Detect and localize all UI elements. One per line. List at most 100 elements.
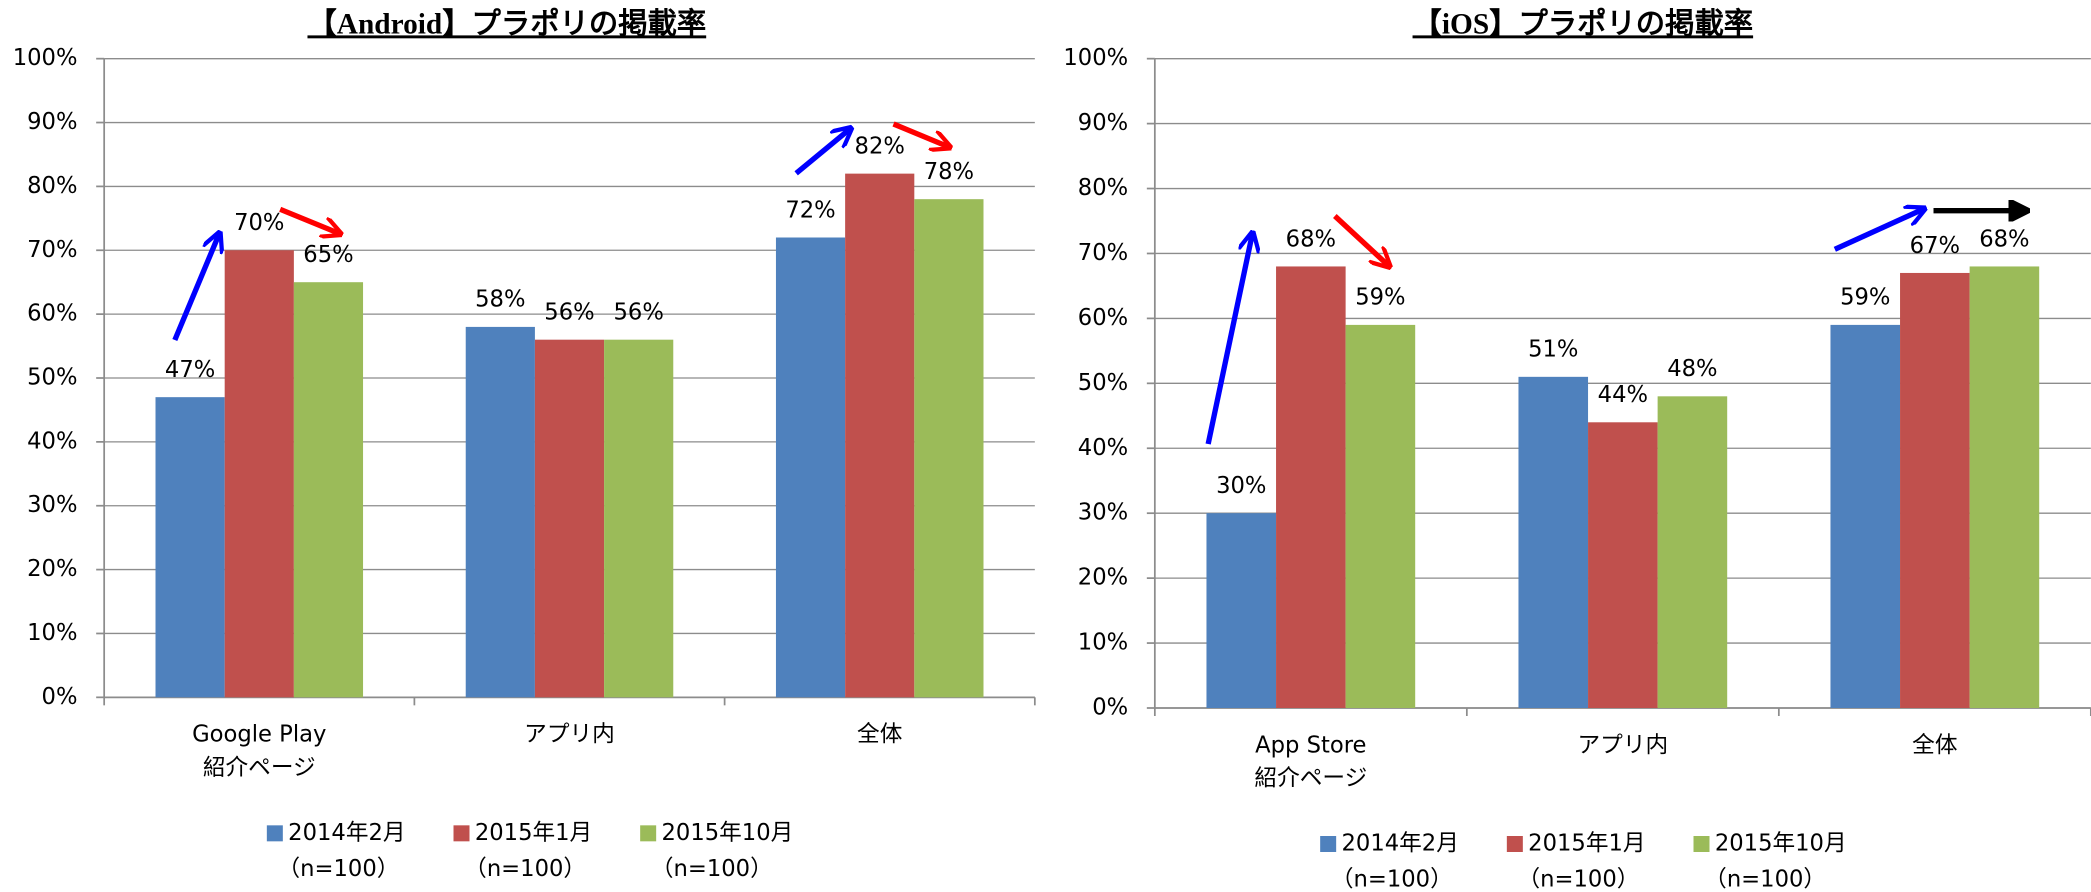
x-tick-line: 全体 — [857, 721, 903, 747]
bar — [1657, 396, 1728, 708]
value-label: 82% — [855, 133, 905, 159]
x-tick-label: 全体 — [857, 721, 903, 747]
y-tick-label: 80% — [1078, 175, 1128, 201]
value-label: 67% — [1910, 233, 1960, 259]
x-tick-line: 全体 — [1912, 732, 1958, 758]
y-tick-label: 0% — [42, 684, 78, 710]
legend-note: （n=100） — [278, 856, 400, 882]
chart-title: 【iOS】プラポリの掲載率 — [1413, 7, 1754, 40]
value-label: 48% — [1667, 356, 1717, 382]
y-tick-label: 50% — [27, 365, 77, 391]
y-tick-label: 40% — [1078, 435, 1128, 461]
bar — [1900, 272, 1970, 708]
value-label: 70% — [234, 210, 284, 236]
x-tick-label: アプリ内 — [524, 721, 615, 747]
legend-label: 2014年2月 — [1342, 831, 1459, 857]
y-tick-label: 70% — [27, 237, 77, 263]
y-tick-label: 100% — [1063, 45, 1128, 71]
legend-note: （n=100） — [1518, 867, 1640, 892]
legend-swatch — [266, 825, 283, 842]
value-label: 59% — [1355, 285, 1405, 311]
plots: 【Android】プラポリの掲載率 0% 10% 20% 30% 40% 50% 60% 70%… — [13, 7, 2091, 892]
arrow — [892, 121, 949, 147]
y-tick-label: 100% — [13, 45, 78, 71]
legend-note: （n=100） — [651, 856, 773, 882]
trend-arrows — [172, 121, 2026, 445]
y-tick-label: 20% — [27, 556, 77, 582]
x-tick-line: Google Play — [192, 721, 326, 747]
bar — [1518, 376, 1589, 708]
legend-swatch — [640, 825, 657, 842]
value-label: 56% — [544, 300, 594, 326]
y-tick-label: 90% — [27, 109, 77, 135]
x-tick-line: App Store — [1255, 732, 1366, 758]
arrow — [1205, 235, 1252, 445]
y-tick-label: 60% — [27, 301, 77, 327]
bar — [1276, 266, 1346, 708]
bar — [845, 173, 915, 698]
y-tick-label: 30% — [27, 492, 77, 518]
y-tick-label: 90% — [1078, 110, 1128, 136]
bar — [1588, 422, 1658, 708]
y-tick-label: 30% — [1078, 500, 1128, 526]
bar — [224, 250, 294, 698]
legend-label: 2015年10月 — [1715, 831, 1847, 857]
y-tick-label: 20% — [1078, 565, 1128, 591]
bar — [293, 282, 364, 698]
bar — [604, 339, 674, 698]
value-label: 44% — [1598, 382, 1648, 408]
bar — [465, 326, 535, 698]
value-label: 65% — [303, 242, 353, 268]
x-tick-line: アプリ内 — [1578, 732, 1669, 758]
value-label: 72% — [785, 197, 835, 223]
legend-note: （n=100） — [1331, 867, 1453, 892]
value-label: 78% — [924, 159, 974, 185]
bar — [1830, 324, 1901, 708]
arrow — [794, 129, 849, 176]
legend-label: 2015年1月 — [475, 820, 592, 846]
x-tick-line: アプリ内 — [524, 721, 615, 747]
legend-label: 2015年1月 — [1528, 831, 1645, 857]
x-tick-label: 全体 — [1912, 732, 1958, 758]
value-label: 47% — [165, 357, 215, 383]
legend-label: 2014年2月 — [288, 820, 405, 846]
value-label: 68% — [1979, 226, 2029, 252]
y-tick-label: 10% — [27, 620, 77, 646]
bar — [534, 339, 605, 698]
chart-title: 【Android】プラポリの掲載率 — [307, 7, 706, 40]
x-tick-line: 紹介ページ — [203, 755, 316, 781]
value-label: 58% — [475, 287, 525, 313]
y-tick-label: 60% — [1078, 305, 1128, 331]
legend-swatch — [453, 825, 470, 842]
y-tick-label: 80% — [27, 173, 77, 199]
y-tick-label: 70% — [1078, 240, 1128, 266]
legend-swatch — [1693, 836, 1710, 852]
x-tick-label: Google Play 紹介ページ — [192, 721, 326, 780]
value-label: 59% — [1840, 285, 1890, 311]
y-tick-label: 10% — [1078, 630, 1128, 656]
x-tick-line: 紹介ページ — [1254, 765, 1367, 791]
legend-note: （n=100） — [1704, 867, 1826, 892]
value-label: 56% — [613, 300, 663, 326]
legend-swatch — [1320, 836, 1337, 852]
arrow — [1333, 214, 1388, 265]
legend-swatch — [1506, 836, 1523, 852]
value-label: 51% — [1528, 337, 1578, 363]
bar — [1969, 266, 2040, 708]
arrow — [1833, 209, 1923, 252]
y-tick-label: 50% — [1078, 370, 1128, 396]
bar — [914, 199, 984, 698]
arrow — [172, 235, 219, 342]
legend-note: （n=100） — [464, 856, 586, 882]
value-label: 68% — [1286, 226, 1336, 252]
bar — [775, 237, 846, 698]
y-tick-label: 0% — [1092, 695, 1128, 721]
bar — [155, 397, 225, 698]
x-tick-label: App Store 紹介ページ — [1254, 732, 1367, 791]
legend-label: 2015年10月 — [662, 820, 794, 846]
arrow — [279, 206, 339, 233]
bar — [1206, 513, 1277, 708]
y-tick-label: 40% — [27, 428, 77, 454]
